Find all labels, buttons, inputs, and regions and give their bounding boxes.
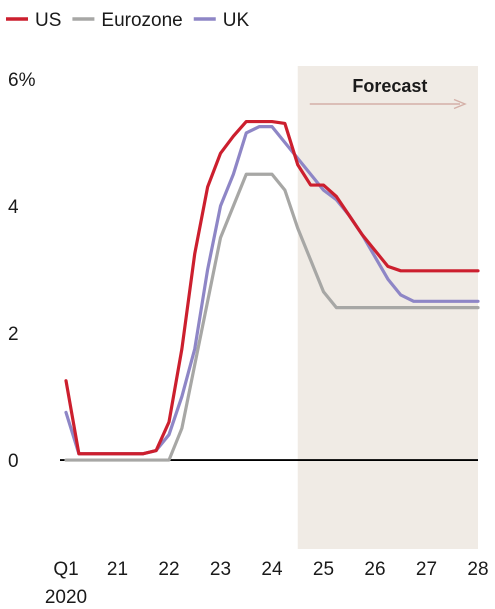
x-tick-label: 24: [261, 559, 283, 580]
y-tick-label: 2: [8, 324, 19, 345]
x-tick-label: 21: [107, 559, 128, 580]
x-tick-label: 23: [210, 559, 231, 580]
x-axis: Q1 2020 21 22 23 24 25 26 27 28: [45, 559, 489, 608]
forecast-arrow-head: [453, 98, 467, 110]
legend-label-uk: UK: [223, 10, 250, 31]
x-tick-label: 22: [158, 559, 179, 580]
legend-label-eurozone: Eurozone: [101, 10, 182, 31]
x-tick-label: 26: [364, 559, 385, 580]
y-tick-label: 6%: [8, 70, 36, 91]
x-tick-label: 27: [416, 559, 437, 580]
x-tick-sublabel: 2020: [45, 587, 87, 608]
y-tick-label: 4: [8, 197, 19, 218]
series-line-us: [64, 119, 480, 456]
series-line-eurozone: [64, 172, 480, 462]
x-tick-label: 25: [313, 559, 334, 580]
legend: US Eurozone UK: [6, 10, 249, 31]
y-tick-label: 0: [8, 451, 19, 472]
forecast-label: Forecast: [352, 76, 427, 96]
x-tick-label: 28: [467, 559, 488, 580]
x-tick-label: Q1: [53, 559, 78, 580]
series-lines: [64, 119, 480, 462]
legend-label-us: US: [35, 10, 61, 31]
